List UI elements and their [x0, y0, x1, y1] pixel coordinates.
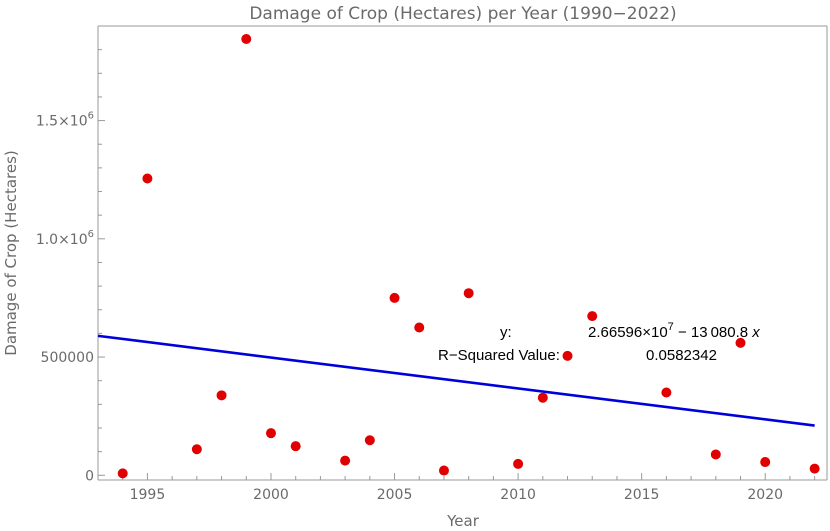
data-point	[117, 468, 128, 479]
data-point	[364, 435, 375, 446]
data-point	[562, 350, 573, 361]
data-point	[760, 457, 771, 468]
axes	[97, 25, 828, 481]
data-point	[438, 465, 449, 476]
data-point	[809, 463, 820, 474]
x-tick-label: 2000	[253, 487, 289, 503]
r-squared-value: 0.0582342	[646, 347, 717, 364]
data-point	[389, 292, 400, 303]
data-point	[216, 390, 227, 401]
equation-variable: x	[751, 324, 760, 341]
equation-rest: − 13 080.8	[674, 324, 753, 341]
y-tick-exponent: 6	[88, 111, 94, 122]
equation-value: 2.66596×107 − 13 080.8 x	[588, 321, 760, 341]
r-squared-label: R−Squared Value:	[438, 347, 560, 364]
data-point	[735, 337, 746, 348]
chart-title: Damage of Crop (Hectares) per Year (1990…	[249, 4, 676, 24]
data-point	[191, 444, 202, 455]
y-tick-exponent: 6	[88, 229, 94, 240]
x-tick-label: 2020	[747, 487, 783, 503]
y-tick-label: 0	[85, 468, 94, 484]
equation-mantissa: 2.66596×10	[588, 324, 668, 341]
data-point	[142, 173, 153, 184]
y-axis-label: Damage of Crop (Hectares)	[2, 150, 20, 355]
x-tick-label: 2010	[500, 487, 536, 503]
y-tick-label: 1.0×106	[36, 229, 94, 248]
data-point	[710, 449, 721, 460]
data-point	[290, 441, 301, 452]
data-point	[463, 288, 474, 299]
y-tick-mantissa: 1.0×10	[36, 232, 88, 248]
data-point	[661, 387, 672, 398]
y-tick-label: 1.5×106	[36, 111, 94, 130]
data-point	[265, 428, 276, 439]
x-axis-label: Year	[446, 512, 480, 530]
equation-label: y:	[500, 324, 512, 341]
x-tick-label: 2005	[377, 487, 413, 503]
data-point	[537, 392, 548, 403]
trendline	[97, 334, 815, 427]
data-point	[513, 458, 524, 469]
regression-annotation: y: 2.66596×107 − 13 080.8 x R−Squared Va…	[438, 321, 760, 364]
data-points	[117, 34, 820, 479]
data-point	[340, 455, 351, 466]
data-point	[241, 34, 252, 45]
y-tick-mantissa: 1.5×10	[36, 114, 88, 130]
x-tick-label: 1995	[130, 487, 166, 503]
y-tick-mantissa: 500000	[41, 350, 94, 366]
equation-exponent: 7	[668, 321, 674, 333]
data-point	[587, 311, 598, 322]
y-tick-mantissa: 0	[85, 468, 94, 484]
x-tick-label: 2015	[624, 487, 660, 503]
y-tick-label: 500000	[41, 350, 94, 366]
data-point	[414, 322, 425, 333]
x-axis-ticks: 1995 2000 2005 2010 2015 2020	[97, 473, 816, 503]
